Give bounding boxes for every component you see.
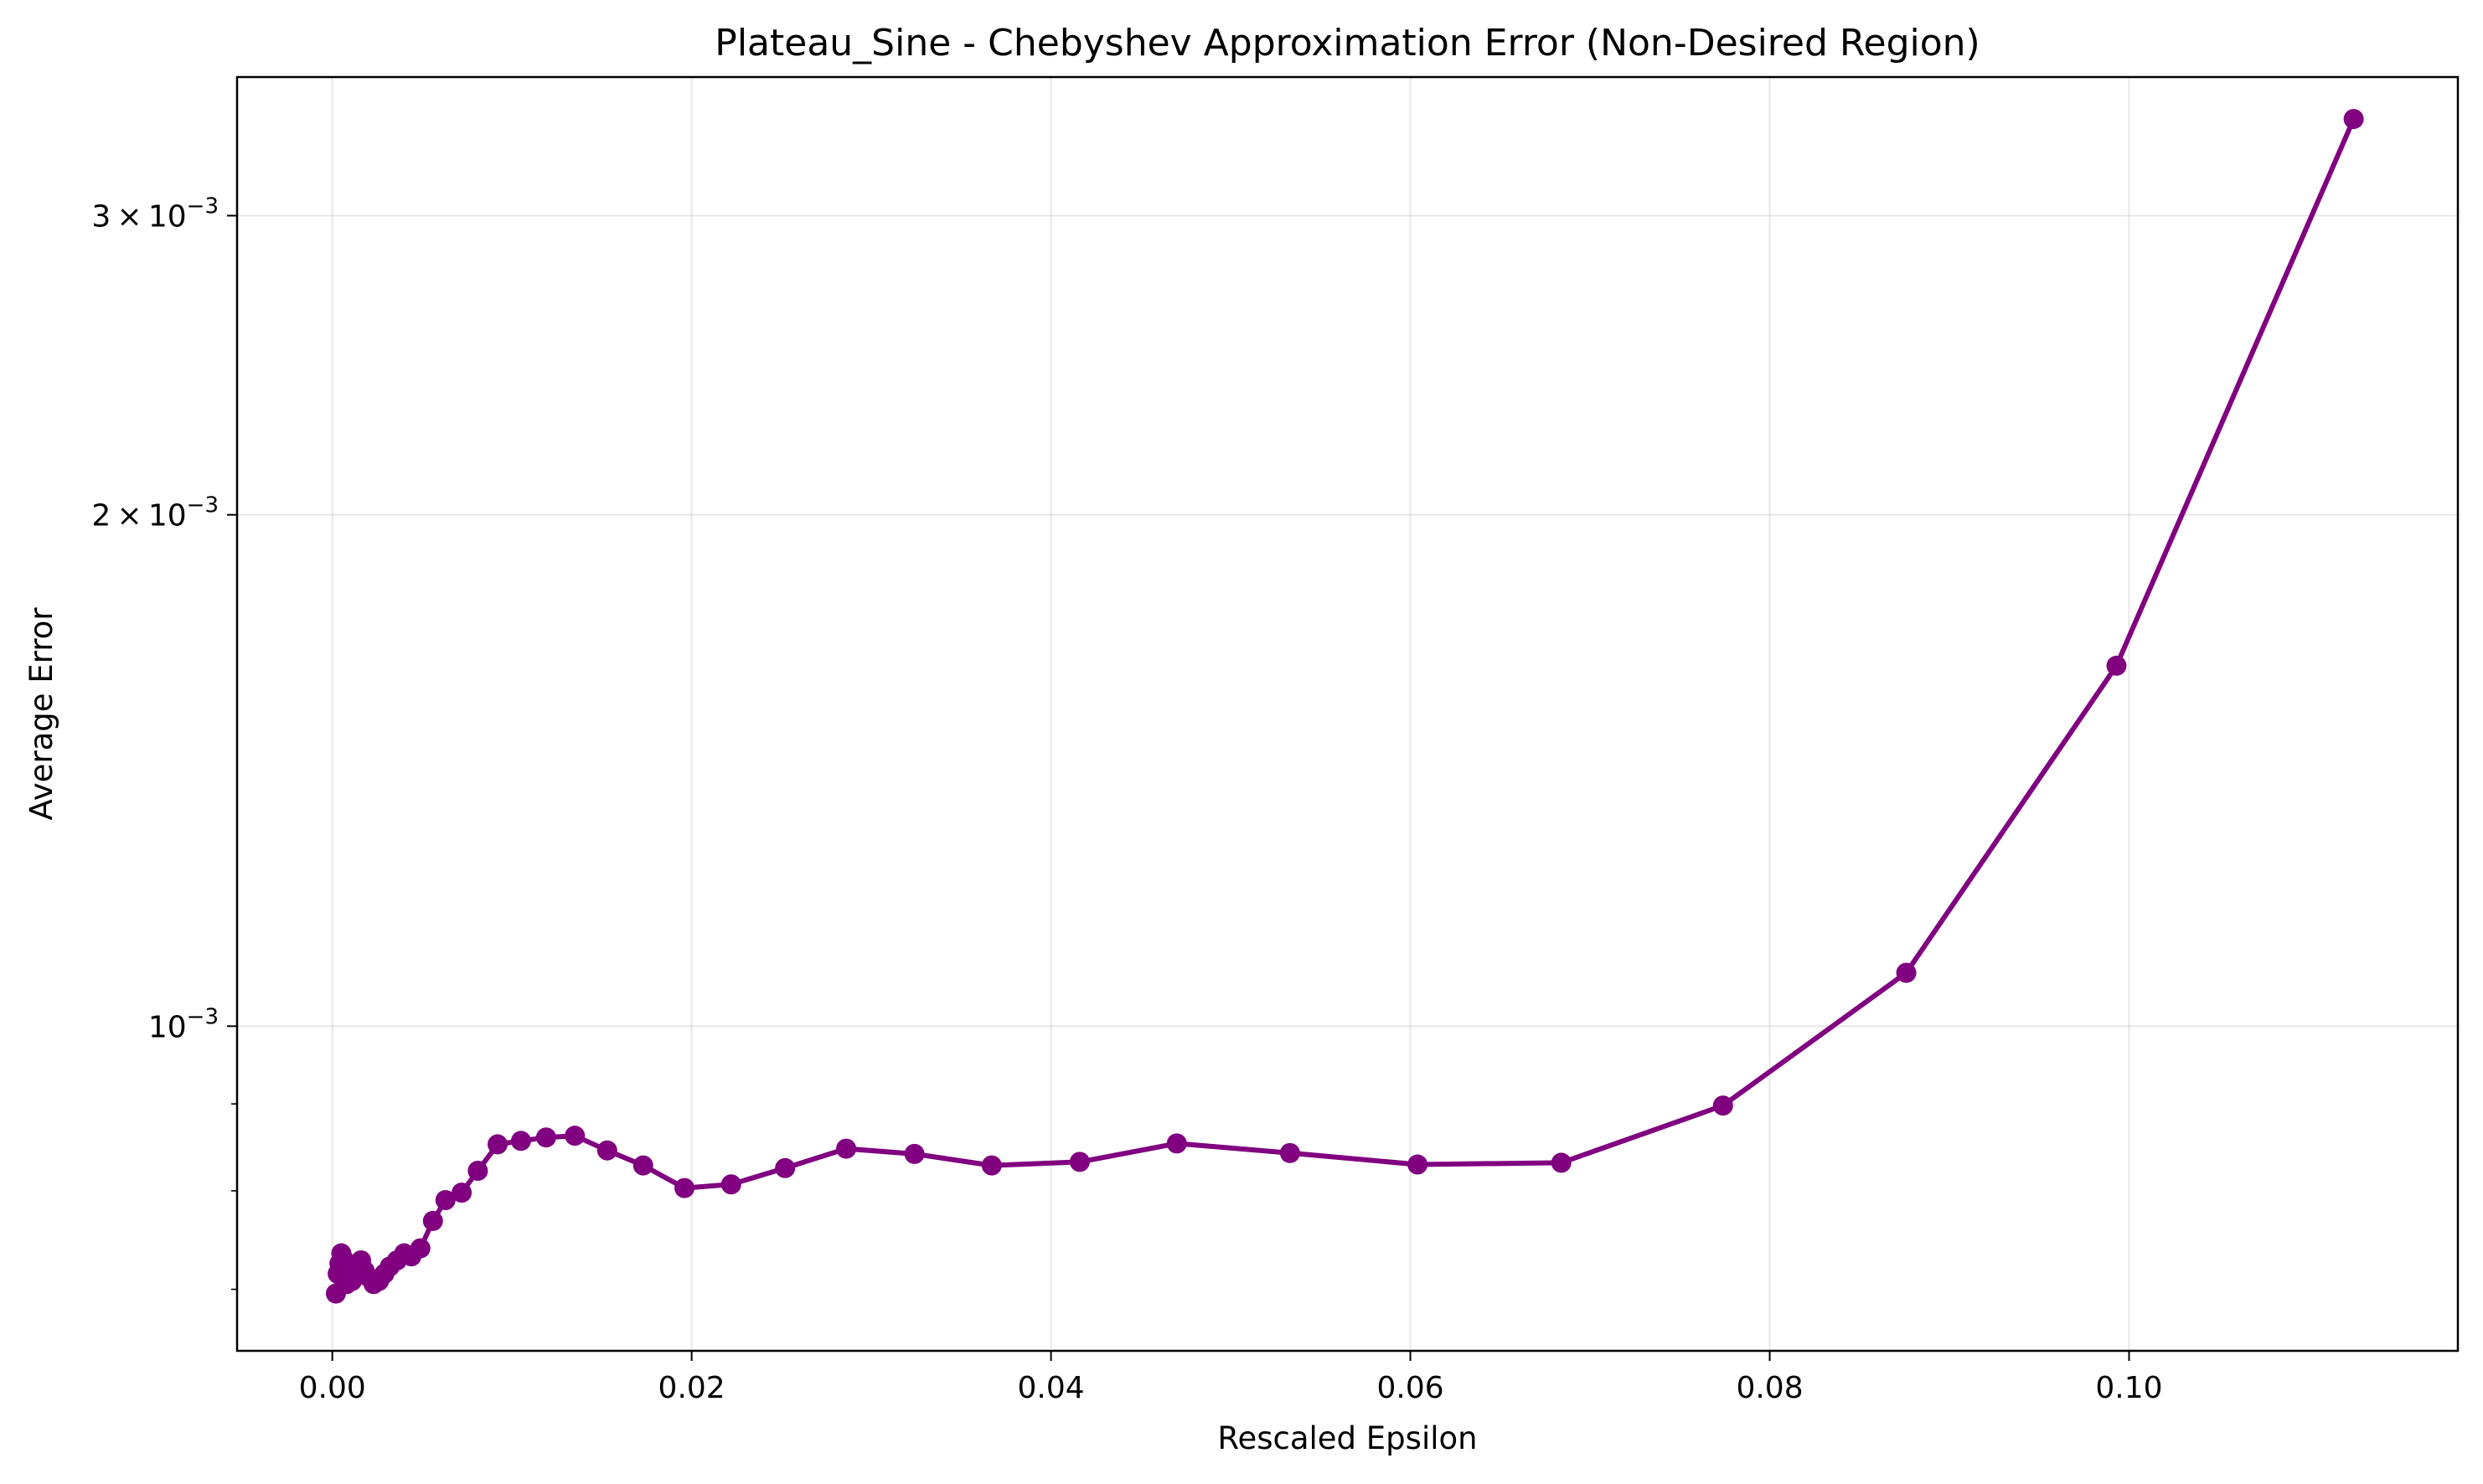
y-tick-label: 10−3 [148,1004,219,1044]
data-point [1166,1133,1187,1154]
x-tick-label: 0.10 [2095,1371,2162,1405]
x-tick-label: 0.04 [1018,1371,1085,1405]
x-tick-label: 0.02 [658,1371,725,1405]
data-point [632,1155,653,1176]
data-point [1407,1154,1428,1175]
y-tick-label: 2 × 10−3 [91,493,219,533]
tick-layer: 0.00 0.02 0.04 0.06 0.08 0.10 10−3 2 × 10−3 3 × … [91,193,2162,1405]
grid-layer [237,77,2458,1351]
data-point [836,1138,857,1159]
data-point [674,1177,695,1198]
data-point [467,1161,488,1182]
data-point [510,1131,531,1152]
data-point [2106,655,2127,676]
data-point [487,1134,508,1155]
data-point [410,1238,431,1259]
data-point [565,1126,586,1146]
axes-frame [235,75,2460,1353]
data-point [720,1174,741,1195]
data-point [596,1140,617,1161]
data-point [1551,1152,1572,1173]
series-layer [325,109,2364,1304]
data-point [535,1127,556,1148]
data-point [1279,1142,1300,1163]
y-axis-label: Average Error [23,607,59,821]
x-axis-label: Rescaled Epsilon [1217,1420,1477,1456]
data-point [1712,1095,1733,1116]
data-point [452,1183,472,1203]
x-tick-label: 0.00 [299,1371,366,1405]
x-tick-label: 0.08 [1736,1371,1803,1405]
chart-title: Plateau_Sine - Chebyshev Approximation E… [715,22,1980,64]
y-tick-label: 3 × 10−3 [91,193,219,234]
x-tick-label: 0.06 [1376,1371,1443,1405]
data-point [1069,1152,1090,1172]
data-point [1896,962,1917,983]
data-point [904,1143,925,1164]
data-point [422,1210,443,1231]
data-point [981,1155,1002,1176]
data-point [435,1189,456,1210]
data-point [2343,109,2364,130]
data-point [775,1157,796,1178]
